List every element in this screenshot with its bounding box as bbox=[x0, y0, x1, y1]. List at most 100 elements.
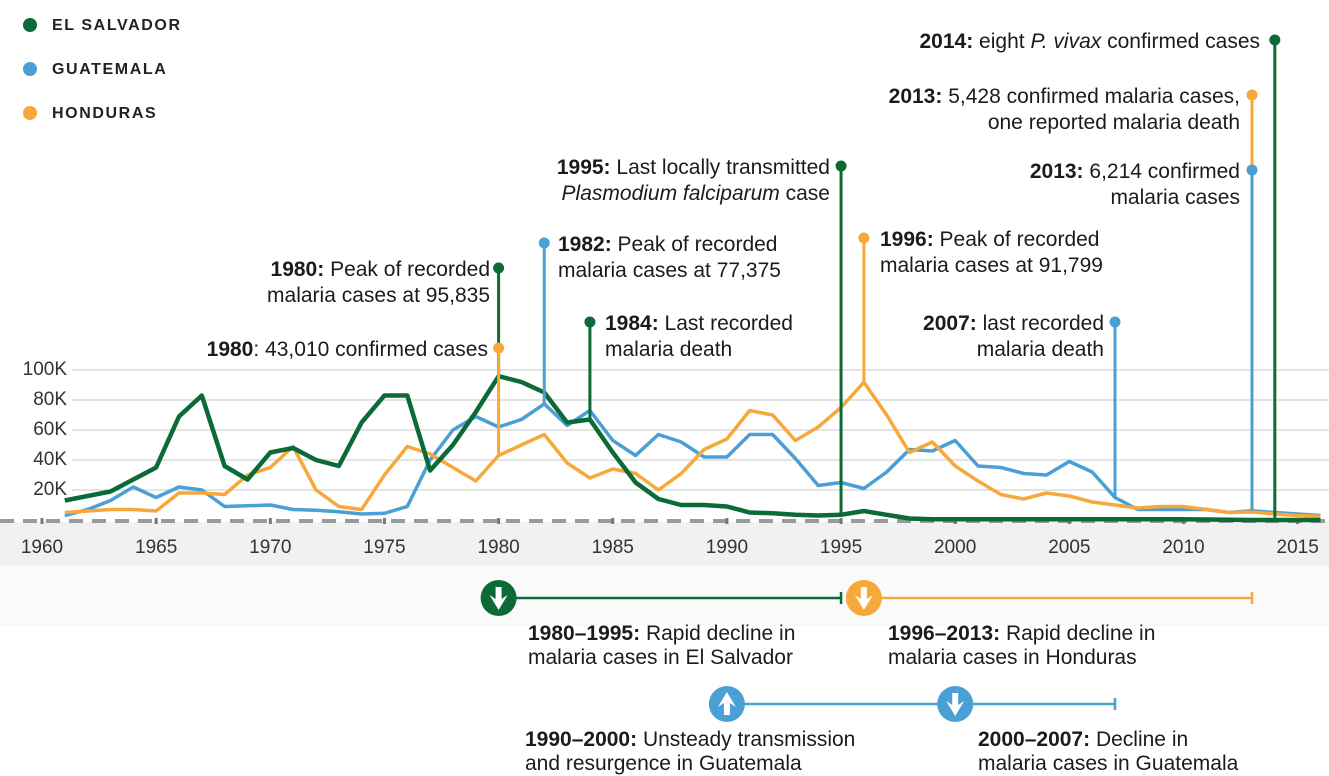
x-axis-band bbox=[0, 522, 1329, 566]
text-run: last recorded bbox=[977, 312, 1104, 335]
annotation-text: 2013: 5,428 confirmed malaria cases, bbox=[889, 85, 1240, 108]
text-run: 2000–2007: bbox=[978, 728, 1090, 751]
text-run: 1980–1995: bbox=[528, 622, 640, 645]
annotation-text: 1996: Peak of recorded bbox=[880, 228, 1099, 251]
text-run: malaria cases bbox=[1110, 186, 1240, 209]
series-line bbox=[64, 373, 1321, 523]
text-run: Peak of recorded bbox=[934, 228, 1100, 251]
y-tick-label: 20K bbox=[33, 479, 67, 500]
y-tick-label: 60K bbox=[33, 419, 67, 440]
annotation-text: 1984: Last recorded bbox=[605, 312, 793, 335]
text-run: one reported malaria death bbox=[988, 111, 1240, 134]
annotation-text: malaria death bbox=[977, 338, 1104, 361]
annotation-dot bbox=[835, 160, 847, 172]
annotation-text: and resurgence in Guatemala bbox=[525, 752, 802, 775]
text-run: Last locally transmitted bbox=[611, 156, 830, 179]
text-run: Peak of recorded bbox=[324, 258, 490, 281]
timeline-band bbox=[0, 566, 1329, 626]
text-run: P. vivax bbox=[1030, 30, 1102, 53]
annotation-text: Plasmodium falciparum case bbox=[562, 182, 830, 205]
x-tick-label: 2010 bbox=[1162, 537, 1204, 558]
annotation-dot bbox=[493, 342, 505, 354]
text-run: 2013: bbox=[889, 85, 943, 108]
text-run: confirmed cases bbox=[1101, 30, 1260, 53]
text-run: malaria death bbox=[605, 338, 732, 361]
text-run: 6,214 confirmed bbox=[1084, 160, 1240, 183]
annotation-dot bbox=[584, 316, 596, 328]
text-run: malaria cases in El Salvador bbox=[528, 646, 793, 669]
text-run: and resurgence in Guatemala bbox=[525, 752, 802, 775]
x-tick-label: 1980 bbox=[477, 537, 519, 558]
annotation-dot bbox=[538, 237, 550, 249]
annotation-text: 1990–2000: Unsteady transmission bbox=[525, 728, 855, 751]
annotation-text: malaria cases in Honduras bbox=[888, 646, 1137, 669]
text-run: 2007: bbox=[923, 312, 977, 335]
annotation-text: 2007: last recorded bbox=[923, 312, 1104, 335]
text-run: malaria cases at 95,835 bbox=[267, 284, 490, 307]
series-line bbox=[64, 402, 1321, 518]
text-run: 1982: bbox=[558, 233, 612, 256]
text-run: 2013: bbox=[1030, 160, 1084, 183]
annotation-text: malaria cases in El Salvador bbox=[528, 646, 793, 669]
text-run: 1996–2013: bbox=[888, 622, 1000, 645]
text-run: 1984: bbox=[605, 312, 659, 335]
text-run: malaria death bbox=[977, 338, 1104, 361]
annotation-text: malaria cases in Guatemala bbox=[978, 752, 1239, 775]
legend-label: GUATEMALA bbox=[52, 61, 167, 78]
annotation-dot bbox=[858, 232, 870, 244]
text-run: malaria cases in Guatemala bbox=[978, 752, 1239, 775]
text-run: Decline in bbox=[1090, 728, 1188, 751]
x-tick-label: 1995 bbox=[820, 537, 862, 558]
y-tick-label: 80K bbox=[33, 389, 67, 410]
x-tick-label: 1990 bbox=[706, 537, 748, 558]
annotation-text: 2013: 6,214 confirmed bbox=[1030, 160, 1240, 183]
annotation-text: 1980: Peak of recorded bbox=[271, 258, 490, 281]
annotation-text: malaria cases at 77,375 bbox=[558, 259, 781, 282]
text-run: Last recorded bbox=[659, 312, 793, 335]
text-run: 1980 bbox=[207, 338, 254, 361]
text-run: Rapid decline in bbox=[1000, 622, 1155, 645]
x-tick-label: 1985 bbox=[592, 537, 634, 558]
annotation-dot bbox=[1109, 316, 1121, 328]
x-tick-label: 1975 bbox=[363, 537, 405, 558]
annotation-text: malaria death bbox=[605, 338, 732, 361]
text-run: 5,428 confirmed malaria cases, bbox=[942, 85, 1240, 108]
series-line bbox=[64, 380, 1321, 519]
period-arrow bbox=[946, 693, 965, 716]
x-tick-label: 2005 bbox=[1048, 537, 1090, 558]
annotation-text: 1980–1995: Rapid decline in bbox=[528, 622, 795, 645]
annotation-text: malaria cases bbox=[1110, 186, 1240, 209]
text-run: Plasmodium falciparum bbox=[562, 182, 780, 205]
legend-swatch bbox=[23, 106, 37, 120]
annotation-text: 1982: Peak of recorded bbox=[558, 233, 777, 256]
legend-swatch bbox=[23, 18, 37, 32]
annotation-dot bbox=[1246, 164, 1258, 176]
text-run: malaria cases at 91,799 bbox=[880, 254, 1103, 277]
text-run: eight bbox=[973, 30, 1030, 53]
period-arrow bbox=[717, 692, 736, 715]
text-run: : 43,010 confirmed cases bbox=[253, 338, 488, 361]
annotation-text: 2000–2007: Decline in bbox=[978, 728, 1188, 751]
text-run: 1980: bbox=[271, 258, 325, 281]
text-run: Unsteady transmission bbox=[637, 728, 855, 751]
text-run: 2014: bbox=[920, 30, 974, 53]
legend-label: HONDURAS bbox=[52, 105, 157, 122]
legend-swatch bbox=[23, 62, 37, 76]
period-arrow bbox=[489, 587, 508, 610]
annotation-text: 1995: Last locally transmitted bbox=[557, 156, 830, 179]
annotation-dot bbox=[493, 262, 505, 274]
annotation-text: 2014: eight P. vivax confirmed cases bbox=[920, 30, 1261, 53]
text-run: case bbox=[780, 182, 830, 205]
annotation-text: malaria cases at 95,835 bbox=[267, 284, 490, 307]
x-tick-label: 2015 bbox=[1277, 537, 1319, 558]
x-tick-label: 1960 bbox=[21, 537, 63, 558]
y-tick-label: 40K bbox=[33, 449, 67, 470]
text-run: malaria cases in Honduras bbox=[888, 646, 1137, 669]
annotation-text: 1980: 43,010 confirmed cases bbox=[207, 338, 488, 361]
x-tick-label: 1965 bbox=[135, 537, 177, 558]
x-tick-label: 1970 bbox=[249, 537, 291, 558]
annotation-text: one reported malaria death bbox=[988, 111, 1240, 134]
text-run: 1996: bbox=[880, 228, 934, 251]
annotation-text: 1996–2013: Rapid decline in bbox=[888, 622, 1155, 645]
